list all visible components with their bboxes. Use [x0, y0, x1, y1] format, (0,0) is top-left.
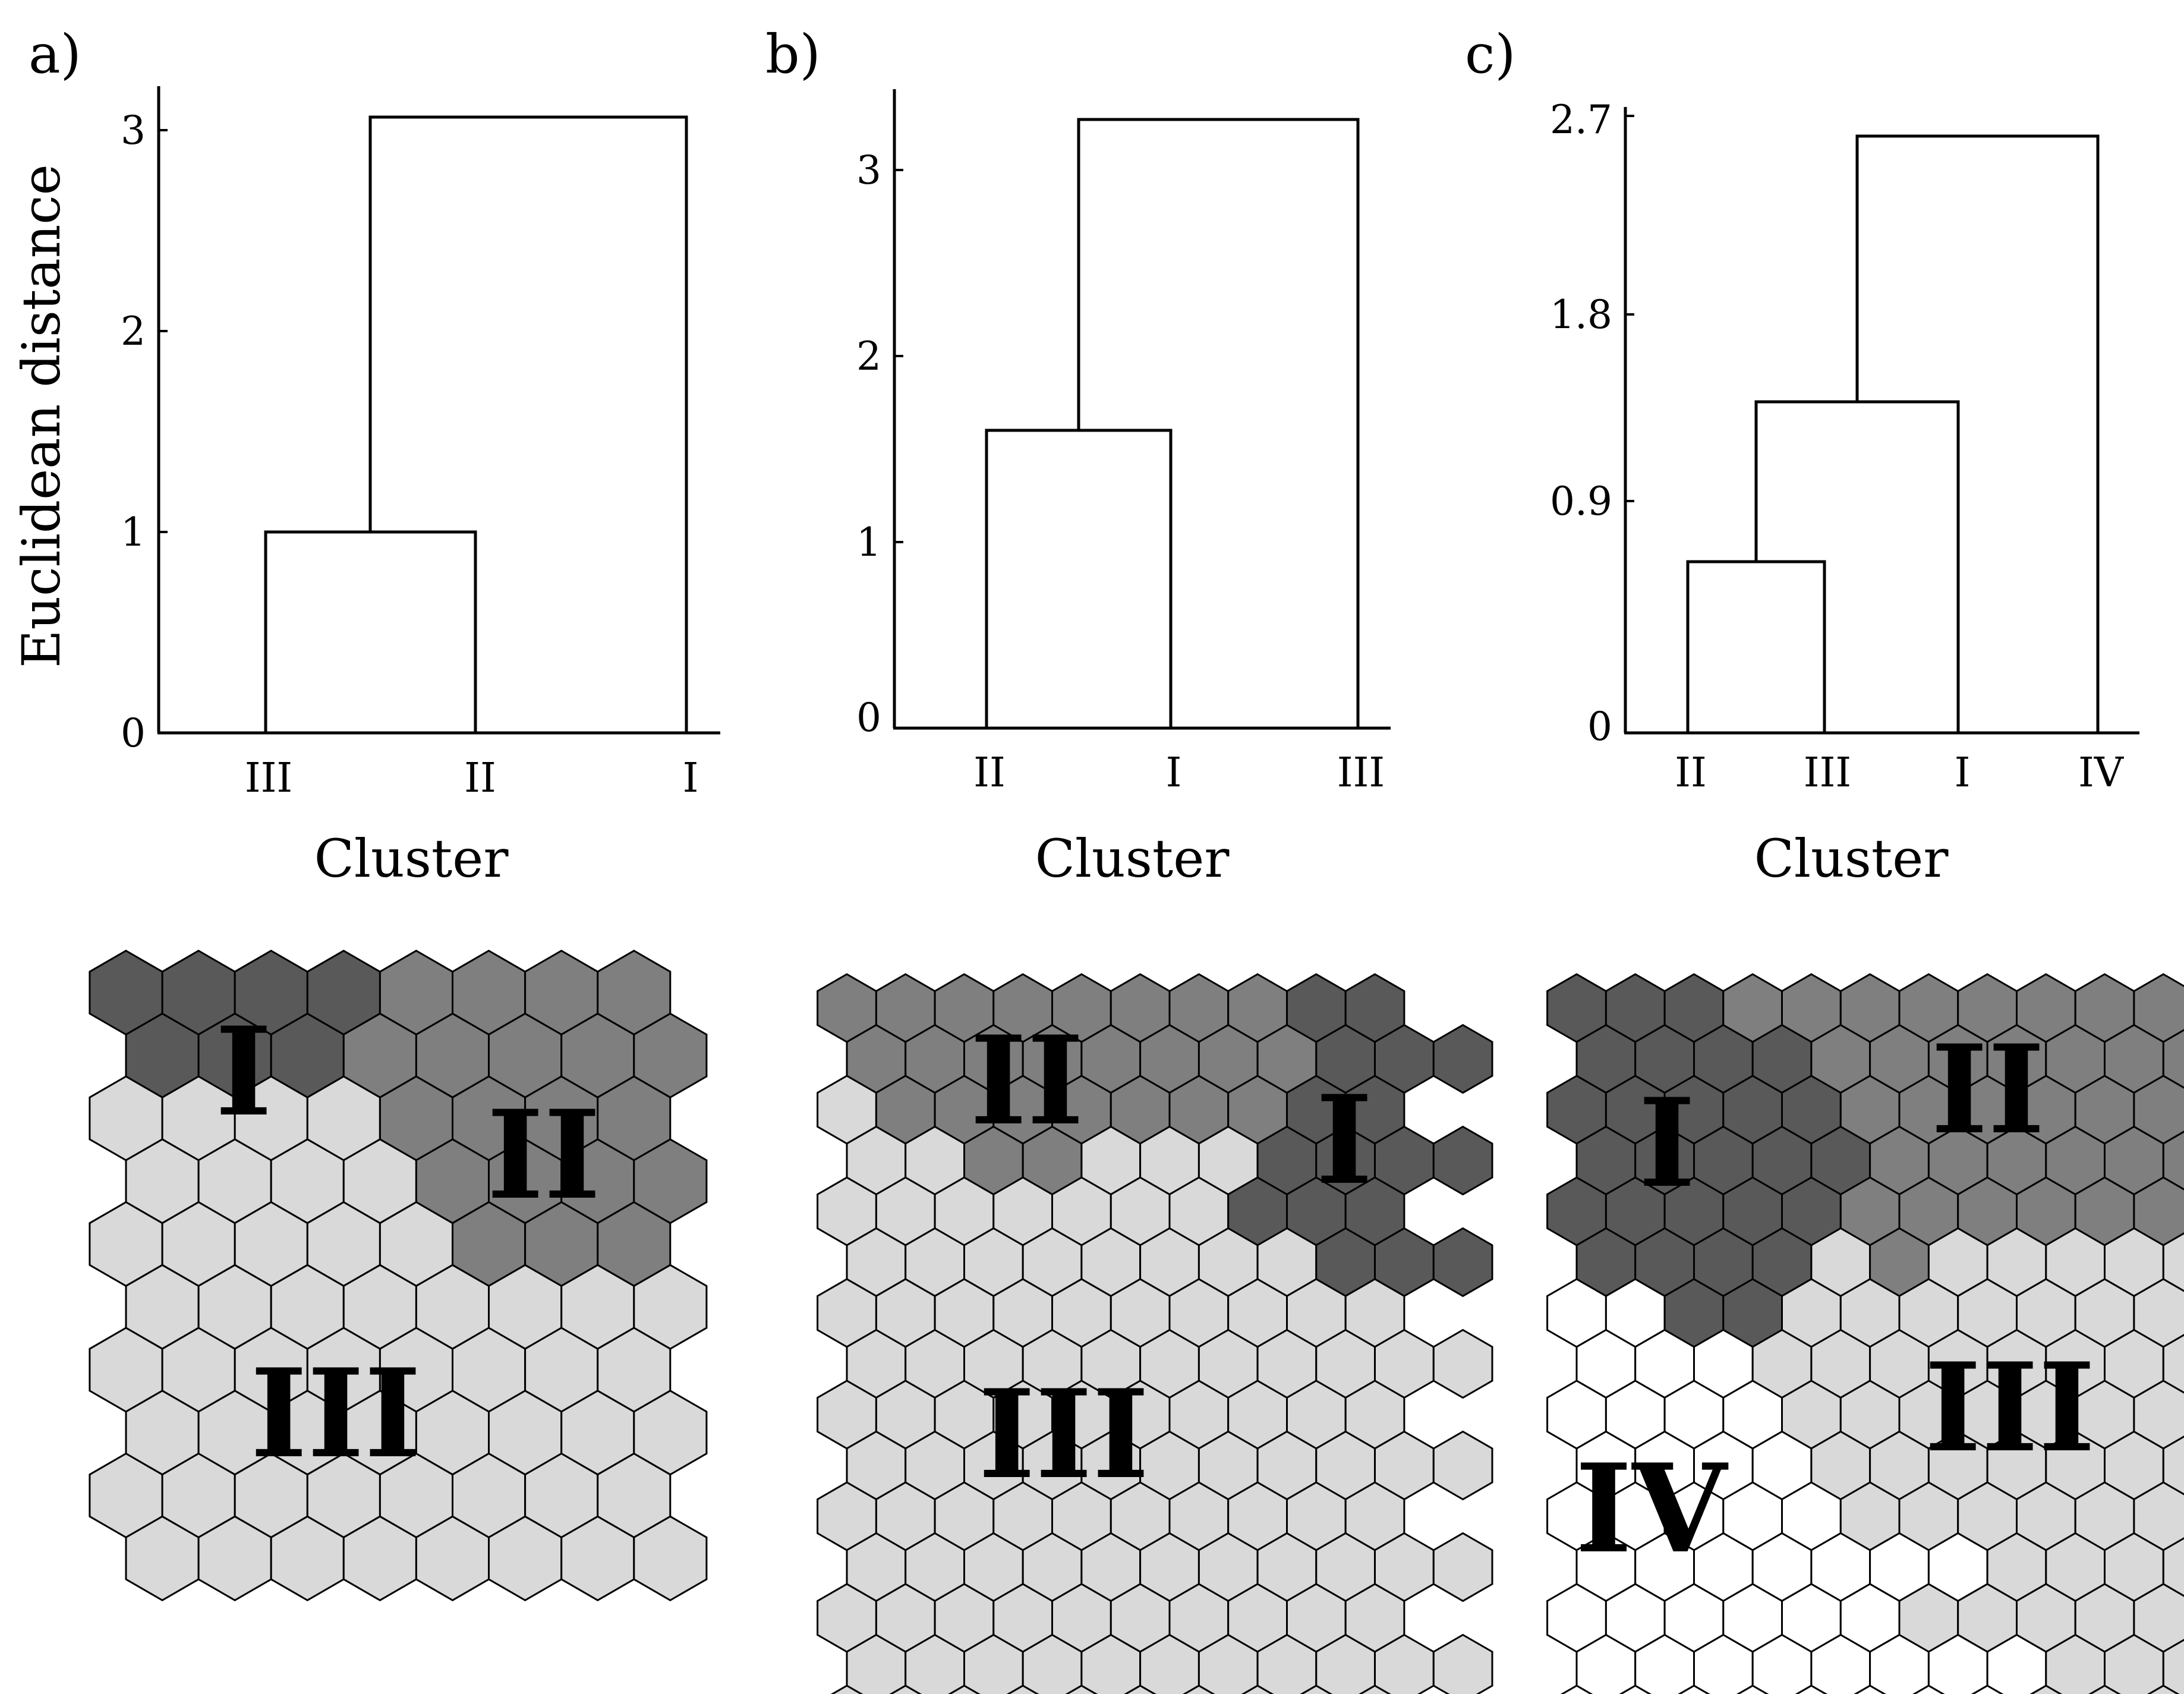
panel-c-leaf-label-0: II — [1675, 750, 1707, 796]
panel-b-region-label-ii: II — [970, 1010, 1084, 1153]
hex-cell — [1854, 1684, 1886, 1694]
panel-c-leaf-label-1: III — [1804, 750, 1852, 796]
hex-cell — [633, 1515, 708, 1602]
hex-cell — [948, 1684, 981, 1694]
panel-a-y-tick-label-2: 2 — [121, 308, 146, 354]
panel-a-hex-map — [89, 949, 708, 1602]
panel-c-y-tick-label-3: 2.7 — [1550, 97, 1612, 143]
hex-cell — [2147, 1684, 2180, 1694]
panel-b-region-label-iii: III — [978, 1364, 1149, 1506]
hex-cell — [889, 1684, 922, 1694]
panel-c-region-label-iv: IV — [1575, 1438, 1729, 1580]
hex-cell — [2088, 1684, 2121, 1694]
panel-b-hex-map — [817, 973, 1493, 1694]
hex-cell — [2162, 1639, 2184, 1694]
panel-b-region-label-i: I — [1316, 1069, 1373, 1212]
panel-c-region-label-i: I — [1638, 1072, 1695, 1215]
panel-a-dendrogram — [264, 115, 688, 733]
hex-cell — [1359, 1684, 1391, 1694]
panel-b-link-ii-i — [985, 429, 1173, 728]
panel-c-region-label-iii: III — [1924, 1337, 2095, 1479]
hex-cell — [1241, 1684, 1274, 1694]
panel-c-y-tick-label-1: 0.9 — [1550, 478, 1612, 524]
panel-c-link-ii-iii — [1686, 560, 1826, 733]
hex-cell — [1300, 1684, 1333, 1694]
hex-cell — [1971, 1684, 2004, 1694]
panel-b-link-root — [1077, 118, 1360, 728]
panel-a-y-tick-label-3: 3 — [121, 108, 146, 153]
panel-a: a) Euclidean distance 0 1 2 3 III II I C… — [11, 23, 720, 1602]
hex-cell — [2029, 1684, 2063, 1694]
panel-b-y-tick-label-0: 0 — [856, 695, 881, 741]
hex-cell — [2162, 1334, 2184, 1394]
panel-a-y-tick-label-1: 1 — [121, 509, 146, 555]
panel-c-leaf-label-2: I — [1955, 750, 1971, 796]
panel-a-link-root — [368, 115, 688, 733]
panel-a-region-label-ii: II — [487, 1084, 601, 1227]
panel-a-leaf-label-2: I — [683, 755, 699, 802]
panel-a-leaf-label-1: II — [464, 755, 496, 802]
hex-cell — [1795, 1684, 1828, 1694]
hex-cell — [1006, 1684, 1039, 1694]
panel-c-y-tick-label-0: 0 — [1587, 704, 1612, 750]
panel-b-leaf-label-1: I — [1166, 750, 1182, 796]
panel-b-dendrogram — [985, 118, 1360, 728]
hex-cell — [1065, 1684, 1098, 1694]
panel-a-x-axis-title: Cluster — [314, 828, 509, 889]
panel-a-y-tick-label-0: 0 — [121, 710, 146, 756]
hex-cell — [1432, 1633, 1493, 1694]
panel-a-y-axis-title: Euclidean distance — [11, 164, 72, 668]
panel-c-y-ticks: 0 0.9 1.8 2.7 — [1550, 97, 1634, 750]
panel-a-y-ticks: 0 1 2 3 — [121, 108, 168, 756]
panel-a-link-iii-ii — [264, 530, 477, 733]
hex-cell — [1124, 1684, 1156, 1694]
panel-c-link-root — [1855, 134, 2100, 733]
panel-c-hex-map — [1546, 973, 2184, 1694]
panel-c-y-tick-label-2: 1.8 — [1550, 292, 1612, 338]
panel-c-dendrogram — [1686, 134, 2100, 733]
panel-c-region-label-ii: II — [1931, 1019, 2045, 1161]
panel-c-letter: c) — [1465, 23, 1516, 86]
hex-cell — [1432, 1430, 1493, 1501]
panel-b-leaf-label-2: III — [1337, 750, 1385, 796]
hex-cell — [1432, 1227, 1493, 1298]
panel-b-x-axis-title: Cluster — [1035, 828, 1230, 889]
hex-cell — [1678, 1684, 1710, 1694]
panel-c-leaf-label-3: IV — [2078, 750, 2125, 796]
hex-cell — [1183, 1684, 1215, 1694]
hex-cell — [830, 1684, 863, 1694]
panel-a-region-label-i: I — [215, 1001, 272, 1144]
panel-a-region-label-iii: III — [250, 1343, 421, 1485]
panel-b-letter: b) — [765, 23, 821, 86]
hex-cell — [2162, 1232, 2184, 1292]
panel-a-letter: a) — [29, 23, 81, 86]
panel-c-x-axis-title: Cluster — [1754, 828, 1949, 889]
hex-cell — [2162, 1435, 2184, 1495]
panel-b: b) 0 1 2 3 II I III Cluster II I III — [765, 23, 1493, 1694]
panel-b-y-tick-label-3: 3 — [856, 147, 881, 193]
hex-cell — [1619, 1684, 1652, 1694]
panel-a-leaf-label-0: III — [245, 755, 293, 802]
panel-b-y-tick-label-2: 2 — [856, 333, 881, 379]
hex-cell — [2162, 1029, 2184, 1089]
hex-cell — [1736, 1684, 1769, 1694]
hex-cell — [1912, 1684, 1945, 1694]
hex-cell — [1560, 1684, 1593, 1694]
hex-cell — [1432, 1328, 1493, 1399]
panel-b-y-ticks: 0 1 2 3 — [856, 147, 903, 741]
panel-b-leaf-label-0: II — [973, 750, 1006, 796]
panel-b-y-tick-label-1: 1 — [856, 519, 881, 565]
hex-cell — [2162, 1537, 2184, 1597]
hex-cell — [1432, 1024, 1493, 1094]
hex-cell — [2162, 1131, 2184, 1191]
hex-cell — [1432, 1125, 1493, 1196]
hex-cell — [1432, 1532, 1493, 1602]
panel-c: c) 0 0.9 1.8 2.7 II III I IV Cluster I I… — [1465, 23, 2184, 1694]
panel-c-link-ii-iii-i — [1754, 400, 1960, 733]
